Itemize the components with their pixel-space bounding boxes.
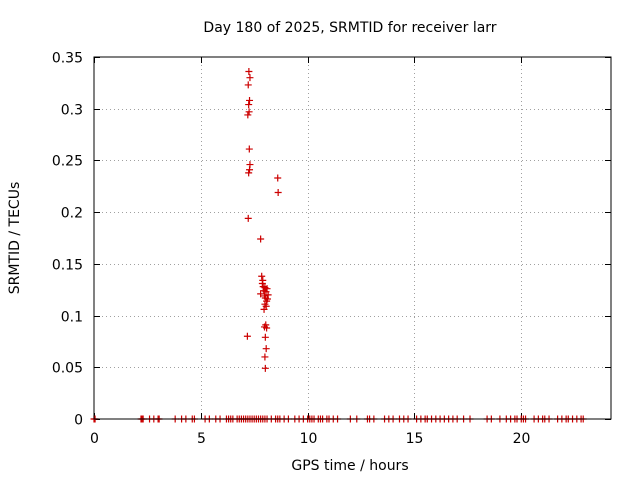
- data-point: [245, 145, 253, 153]
- y-tick-label: 0: [74, 413, 83, 429]
- data-point: [259, 283, 267, 291]
- x-tick-label: 0: [90, 431, 99, 447]
- x-axis-label: GPS time / hours: [291, 458, 408, 474]
- data-point: [260, 305, 268, 313]
- y-tick-label: 0.3: [61, 103, 83, 119]
- y-tick-label: 0.2: [61, 206, 83, 222]
- data-point: [257, 235, 265, 243]
- x-tick-label: 20: [513, 431, 531, 447]
- data-point: [258, 280, 266, 288]
- data-point: [246, 74, 254, 82]
- data-point: [261, 353, 269, 361]
- data-point: [245, 169, 253, 177]
- tick-labels: 0 0.05 0.1 0.15 0.2 0.25 0.3 0.35 0 5 10 15 20: [52, 51, 531, 448]
- y-tick-label: 0.05: [52, 361, 83, 377]
- data-point: [243, 332, 251, 340]
- y-tick-label: 0.25: [52, 154, 83, 170]
- y-tick-label: 0.15: [52, 258, 83, 274]
- data-point: [245, 108, 253, 116]
- x-tick-label: 10: [300, 431, 318, 447]
- data-point: [246, 96, 254, 104]
- data-point: [263, 324, 271, 332]
- x-tick-label: 5: [197, 431, 206, 447]
- y-tick-label: 0.1: [61, 310, 83, 326]
- y-tick-label: 0.35: [52, 51, 83, 67]
- data-point: [258, 272, 266, 280]
- data-point: [246, 166, 254, 174]
- data-point: [262, 345, 270, 353]
- y-axis-label: SRMTID / TECUs: [7, 182, 23, 295]
- plot-frame: [93, 56, 612, 420]
- data-point: [245, 67, 253, 75]
- data-point: [244, 214, 252, 222]
- x-tick-label: 15: [406, 431, 424, 447]
- chart-title: Day 180 of 2025, SRMTID for receiver lar…: [203, 20, 496, 36]
- data-point: [244, 111, 252, 119]
- data-point: [274, 174, 282, 182]
- data-point: [261, 364, 269, 372]
- data-point: [244, 81, 252, 89]
- data-point: [261, 333, 269, 341]
- grid-lines: [94, 57, 611, 419]
- data-point: [257, 290, 265, 298]
- data-point: [245, 101, 253, 109]
- data-point: [274, 188, 282, 196]
